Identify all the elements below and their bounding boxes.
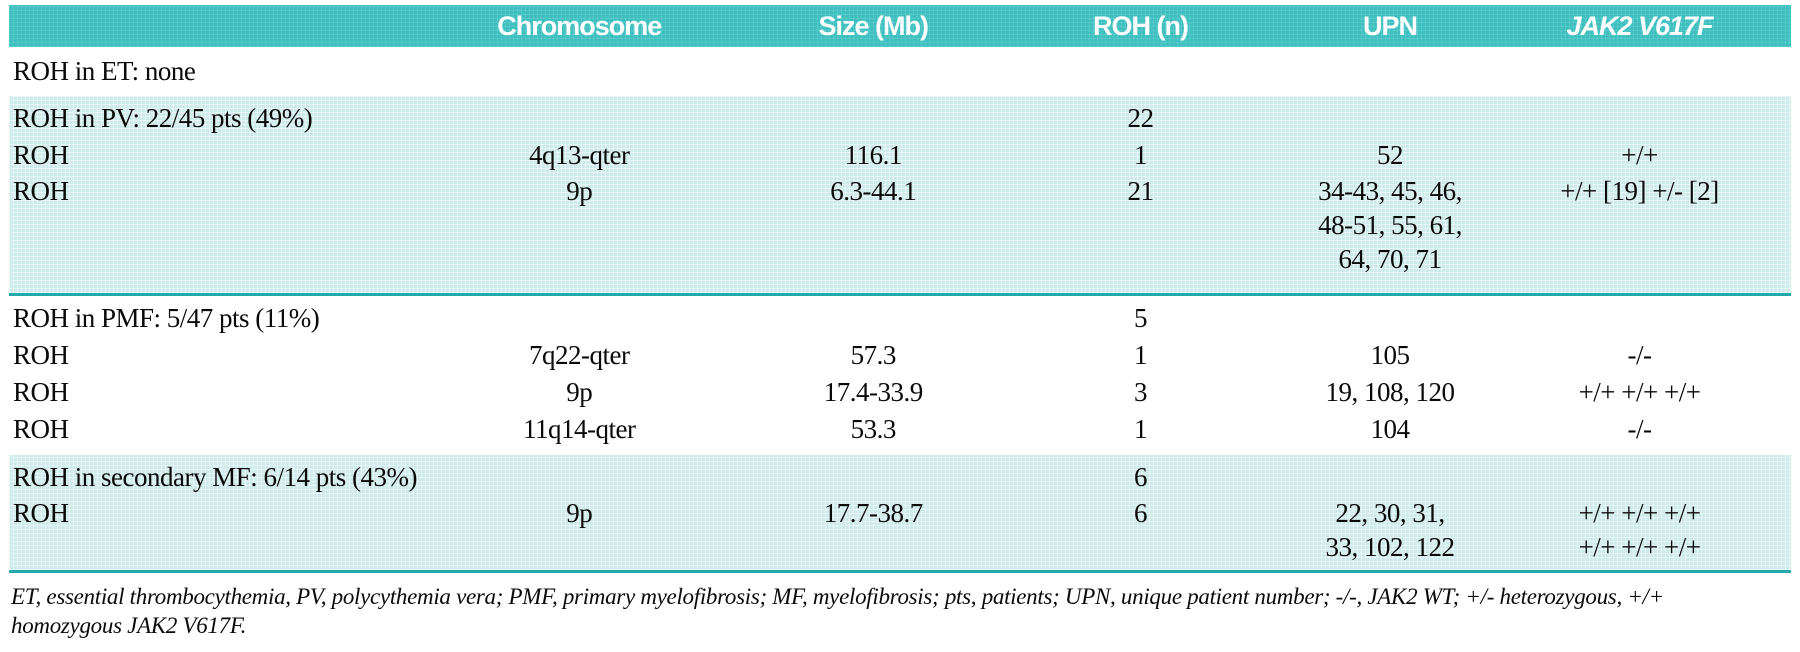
chromosome-cell: 11q14-qter	[522, 414, 636, 444]
upn-cell: 104	[1370, 414, 1411, 444]
table-row: ROH 11q14-qter 53.3 1 104 -/-	[9, 411, 1791, 448]
section-header-row: ROH in PMF: 5/47 pts (11%) 5	[9, 300, 1791, 337]
jak2-cell: -/-	[1627, 414, 1652, 444]
roh-total-cell: 22	[1127, 103, 1154, 133]
roh-cell: 3	[1134, 377, 1148, 407]
size-cell: 116.1	[844, 140, 903, 170]
col-header-chromosome: Chromosome	[497, 10, 662, 41]
upn-cell: 22, 30, 31, 33, 102, 122	[1325, 498, 1456, 562]
table-footnote: ET, essential thrombocythemia, PV, polyc…	[9, 582, 1791, 640]
roh-cell: 6	[1134, 498, 1148, 528]
col-header-jak2: JAK2 V617F	[1566, 10, 1713, 41]
section-title: ROH in secondary MF: 6/14 pts (43%)	[13, 462, 417, 492]
row-label: ROH	[13, 377, 69, 407]
size-cell: 57.3	[850, 340, 897, 370]
upn-cell: 19, 108, 120	[1325, 377, 1456, 407]
size-cell: 53.3	[850, 414, 897, 444]
table-row: ROH 7q22-qter 57.3 1 105 -/-	[9, 337, 1791, 374]
chromosome-cell: 9p	[566, 498, 593, 528]
roh-total-cell: 5	[1134, 303, 1148, 333]
table-row: ROH 9p 6.3-44.1 21 34-43, 45, 46, 48-51,…	[9, 174, 1791, 276]
jak2-cell: +/+ [19] +/- [2]	[1560, 176, 1719, 206]
section-title: ROH in PV: 22/45 pts (49%)	[13, 103, 313, 133]
roh-cell: 1	[1134, 140, 1148, 170]
jak2-cell: +/+ +/+ +/+ +/+ +/+ +/+	[1578, 498, 1701, 562]
table-row: ROH 4q13-qter 116.1 1 52 +/+	[9, 137, 1791, 174]
section-header-row: ROH in PV: 22/45 pts (49%) 22	[9, 100, 1791, 137]
roh-cell: 21	[1127, 176, 1154, 206]
size-cell: 6.3-44.1	[830, 176, 917, 206]
roh-cell: 1	[1134, 414, 1148, 444]
section-pv: ROH in PV: 22/45 pts (49%) 22 ROH 4q13-q…	[9, 96, 1791, 296]
chromosome-cell: 9p	[566, 176, 593, 206]
chromosome-cell: 4q13-qter	[528, 140, 630, 170]
section-title: ROH in PMF: 5/47 pts (11%)	[13, 303, 320, 333]
upn-cell: 52	[1377, 140, 1404, 170]
col-header-size: Size (Mb)	[818, 10, 929, 41]
row-label: ROH	[13, 140, 69, 170]
upn-cell: 105	[1370, 340, 1411, 370]
jak2-cell: +/+ +/+ +/+	[1578, 377, 1701, 407]
section-pmf: ROH in PMF: 5/47 pts (11%) 5 ROH 7q22-qt…	[9, 296, 1791, 455]
jak2-cell: +/+	[1621, 140, 1658, 170]
footnote-line-2: homozygous JAK2 V617F.	[11, 613, 247, 638]
section-header-row: ROH in secondary MF: 6/14 pts (43%) 6	[9, 459, 1791, 496]
roh-cell: 1	[1134, 340, 1148, 370]
row-label: ROH	[13, 176, 69, 206]
table-header-row: Chromosome Size (Mb) ROH (n) UPN JAK2 V6…	[9, 5, 1791, 47]
chromosome-cell: 7q22-qter	[528, 340, 630, 370]
table-row: ROH 9p 17.7-38.7 6 22, 30, 31, 33, 102, …	[9, 496, 1791, 564]
row-label: ROH	[13, 498, 69, 528]
roh-total-cell: 6	[1134, 462, 1148, 492]
size-cell: 17.4-33.9	[823, 377, 923, 407]
chromosome-cell: 9p	[566, 377, 593, 407]
section-et-title: ROH in ET: none	[13, 56, 196, 86]
upn-cell: 34-43, 45, 46, 48-51, 55, 61, 64, 70, 71	[1318, 176, 1462, 274]
row-label: ROH	[13, 340, 69, 370]
jak2-cell: -/-	[1627, 340, 1652, 370]
table-row: ROH 9p 17.4-33.9 3 19, 108, 120 +/+ +/+ …	[9, 374, 1791, 411]
col-header-upn: UPN	[1363, 10, 1418, 41]
col-header-roh: ROH (n)	[1093, 10, 1189, 41]
roh-table: Chromosome Size (Mb) ROH (n) UPN JAK2 V6…	[9, 0, 1791, 640]
row-label: ROH	[13, 414, 69, 444]
section-secondary-mf: ROH in secondary MF: 6/14 pts (43%) 6 RO…	[9, 455, 1791, 573]
footnote-line-1: ET, essential thrombocythemia, PV, polyc…	[11, 584, 1664, 609]
size-cell: 17.7-38.7	[823, 498, 923, 528]
